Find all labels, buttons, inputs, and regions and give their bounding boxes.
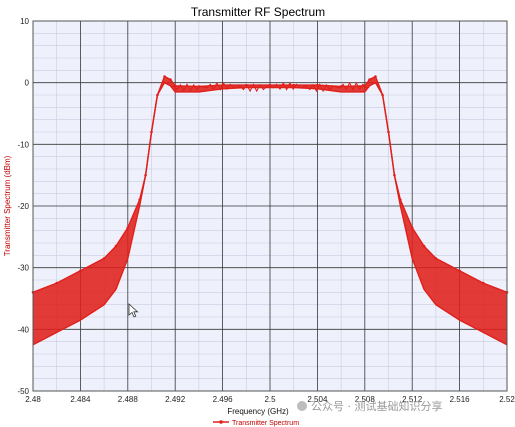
wechat-icon (297, 401, 307, 411)
trace-layer (31, 75, 509, 346)
trace-point (163, 75, 166, 78)
trace-point (363, 84, 367, 88)
legend-marker (219, 420, 223, 424)
trace-point (150, 130, 153, 134)
y-tick-label: -20 (17, 202, 29, 211)
trace-point (339, 85, 343, 88)
trace-point (482, 281, 485, 285)
plot-frame (32, 20, 508, 392)
x-tick-label: 2.492 (165, 395, 186, 404)
trace-point (245, 83, 248, 87)
trace-envelope (33, 76, 507, 345)
y-tick-label: -50 (17, 387, 29, 396)
y-tick-label: 10 (20, 17, 29, 26)
trace-point (458, 269, 461, 273)
trace-point (114, 244, 118, 248)
trace-point (368, 78, 371, 81)
trace-point (138, 198, 141, 202)
trace-point (102, 257, 106, 260)
trace-point (55, 281, 58, 285)
trace-point (399, 198, 402, 202)
y-tick-label: -30 (17, 264, 29, 273)
trace-point (410, 226, 414, 229)
trace-point (173, 84, 177, 88)
mouse-cursor-icon (128, 303, 139, 318)
trace-point (381, 93, 384, 97)
watermark-text: 公众号 · 测试基础知识分享 (311, 399, 443, 413)
trace-point (387, 130, 390, 134)
legend-label: Transmitter Spectrum (232, 420, 299, 427)
trace-point (422, 244, 426, 248)
y-tick-label: -10 (17, 140, 29, 149)
trace-point (292, 83, 296, 87)
y-tick-label: -40 (17, 325, 29, 334)
x-tick-label: 2.488 (118, 395, 139, 404)
trace-point (126, 226, 130, 229)
trace-passband-ripple (170, 81, 370, 93)
y-tick-label: 0 (25, 79, 30, 88)
x-tick-label: 2.5 (264, 395, 276, 404)
trace-point (156, 93, 159, 97)
x-tick-labels: 2.48 2.484 2.488 2.492 2.496 2.5 2.504 2.508 2.5… (25, 395, 515, 404)
trace-point (268, 83, 272, 87)
trace-point (144, 173, 147, 177)
trace-point (79, 269, 82, 273)
x-tick-label: 2.496 (213, 395, 234, 404)
chart-title: Transmitter RF Spectrum (191, 5, 325, 19)
x-tick-label: 2.508 (355, 395, 376, 404)
trace-point (221, 83, 224, 87)
y-axis-label: Transmitter Spectrum (dBm) (3, 155, 12, 256)
trace-point (374, 75, 377, 78)
trace-point (169, 78, 172, 81)
x-tick-label: 2.516 (450, 395, 471, 404)
watermark: 公众号 · 测试基础知识分享 (297, 399, 443, 413)
legend: Transmitter Spectrum (213, 420, 299, 427)
trace-point (197, 85, 201, 88)
y-tick-labels: 10 0 -10 -20 -30 -40 -50 (17, 17, 29, 396)
trace-lower-edge (32, 81, 508, 346)
trace-point (393, 173, 396, 177)
x-axis-label: Frequency (GHz) (227, 407, 289, 416)
trace-point (316, 83, 319, 87)
x-tick-label: 2.484 (70, 395, 91, 404)
x-tick-label: 2.504 (307, 395, 328, 404)
x-tick-label: 2.52 (499, 395, 515, 404)
x-tick-label: 2.512 (402, 395, 423, 404)
x-tick-label: 2.48 (25, 395, 41, 404)
trace-point (434, 257, 438, 260)
